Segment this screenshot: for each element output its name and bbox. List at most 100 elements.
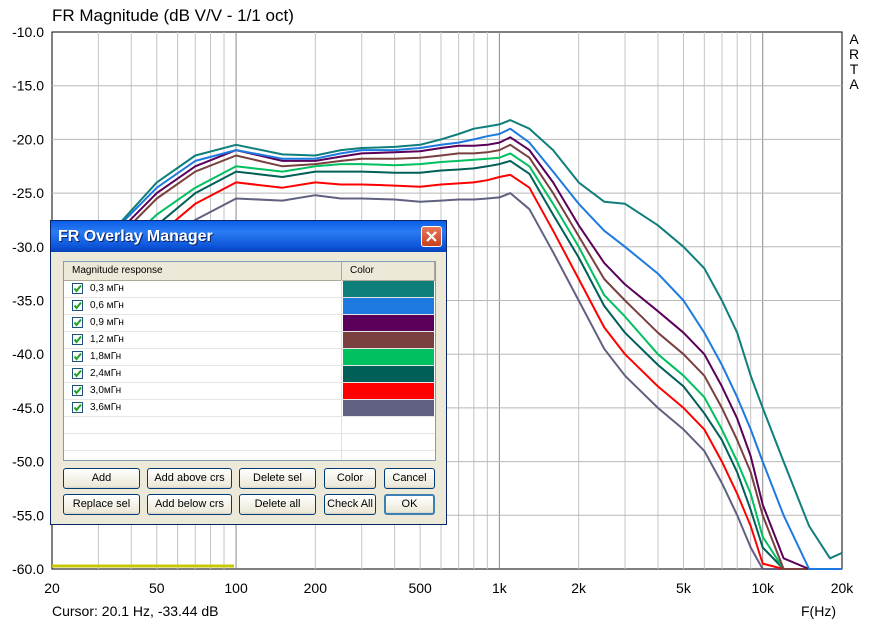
logo-letter: A <box>849 31 859 47</box>
empty-row <box>64 417 435 434</box>
list-header: Magnitude response Color <box>64 262 435 281</box>
column-header-magnitude[interactable]: Magnitude response <box>64 262 342 280</box>
close-icon <box>426 231 437 242</box>
y-tick-label: -15.0 <box>12 78 44 94</box>
list-item[interactable]: 1,2 мГн <box>64 332 435 349</box>
overlay-checkbox[interactable] <box>72 368 83 379</box>
overlay-checkbox[interactable] <box>72 300 83 311</box>
overlay-label: 3,6мГн <box>90 402 122 413</box>
logo-letter: T <box>849 61 859 77</box>
series-line <box>97 159 842 570</box>
color-swatch[interactable] <box>343 315 434 331</box>
y-tick-label: -50.0 <box>12 454 44 470</box>
overlay-checkbox[interactable] <box>72 351 83 362</box>
x-tick-label: 50 <box>149 580 165 596</box>
color-swatch[interactable] <box>343 332 434 348</box>
replace-sel-button[interactable]: Replace sel <box>63 494 140 515</box>
list-item[interactable]: 3,6мГн <box>64 400 435 417</box>
x-tick-label: 20 <box>44 580 60 596</box>
y-tick-label: -10.0 <box>12 24 44 40</box>
x-tick-label: 200 <box>304 580 328 596</box>
overlay-checkbox[interactable] <box>72 402 83 413</box>
checkmark-icon <box>73 352 82 361</box>
chart-title: FR Magnitude (dB V/V - 1/1 oct) <box>52 6 294 25</box>
color-swatch[interactable] <box>343 366 434 382</box>
series-line <box>97 136 842 570</box>
y-tick-label: -55.0 <box>12 507 44 523</box>
color-button[interactable]: Color <box>324 468 376 489</box>
y-tick-label: -45.0 <box>12 400 44 416</box>
close-button[interactable] <box>421 226 442 247</box>
color-swatch[interactable] <box>343 298 434 314</box>
checkmark-icon <box>73 403 82 412</box>
cancel-button[interactable]: Cancel <box>384 468 435 489</box>
y-tick-label: -20.0 <box>12 131 44 147</box>
x-tick-label: 2k <box>571 580 587 596</box>
color-swatch[interactable] <box>343 281 434 297</box>
checkmark-icon <box>73 318 82 327</box>
overlay-label: 3,0мГн <box>90 385 122 396</box>
color-swatch[interactable] <box>343 383 434 399</box>
column-header-color[interactable]: Color <box>342 262 435 280</box>
x-tick-label: 500 <box>408 580 432 596</box>
empty-row <box>64 434 435 451</box>
overlay-checkbox[interactable] <box>72 317 83 328</box>
checkmark-icon <box>73 369 82 378</box>
x-tick-label: 100 <box>224 580 248 596</box>
arta-logo: A R T A <box>848 32 860 92</box>
color-swatch[interactable] <box>343 349 434 365</box>
overlay-checkbox[interactable] <box>72 334 83 345</box>
series-lines <box>97 119 843 570</box>
x-tick-label: 5k <box>676 580 692 596</box>
series-line <box>97 152 842 570</box>
cursor-readout: Cursor: 20.1 Hz, -33.44 dB <box>52 603 219 619</box>
logo-letter: A <box>849 76 859 92</box>
add-above-crs-button[interactable]: Add above crs <box>147 468 232 489</box>
list-item[interactable]: 0,9 мГн <box>64 315 435 332</box>
checkmark-icon <box>73 301 82 310</box>
list-item[interactable]: 2,4мГн <box>64 366 435 383</box>
delete-all-button[interactable]: Delete all <box>239 494 316 515</box>
delete-sel-button[interactable]: Delete sel <box>239 468 316 489</box>
column-divider <box>341 280 342 460</box>
checkmark-icon <box>73 284 82 293</box>
x-tick-label: 20k <box>831 580 855 596</box>
y-tick-label: -60.0 <box>12 561 44 577</box>
overlay-label: 0,6 мГн <box>90 300 124 311</box>
dialog-title: FR Overlay Manager <box>58 228 213 245</box>
add-below-crs-button[interactable]: Add below crs <box>147 494 232 515</box>
logo-letter: R <box>848 46 860 62</box>
series-line <box>97 143 842 570</box>
x-tick-label: 10k <box>751 580 775 596</box>
y-tick-label: -30.0 <box>12 239 44 255</box>
x-tick-label: 1k <box>492 580 508 596</box>
series-line <box>97 192 842 570</box>
overlay-list[interactable]: Magnitude response Color 0,3 мГн 0,6 мГн 0… <box>63 261 436 461</box>
overlay-label: 1,8мГн <box>90 351 122 362</box>
checkmark-icon <box>73 386 82 395</box>
fr-overlay-manager-dialog[interactable]: FR Overlay Manager Magnitude response Co… <box>50 220 447 525</box>
y-tick-label: -25.0 <box>12 185 44 201</box>
x-axis-label: F(Hz) <box>801 603 836 619</box>
color-swatch[interactable] <box>343 400 434 416</box>
overlay-label: 1,2 мГн <box>90 334 124 345</box>
list-item[interactable]: 0,3 мГн <box>64 281 435 298</box>
check-all-button[interactable]: Check All <box>324 494 376 515</box>
overlay-label: 2,4мГн <box>90 368 122 379</box>
series-line <box>97 119 843 560</box>
y-tick-label: -35.0 <box>12 293 44 309</box>
y-tick-label: -40.0 <box>12 346 44 362</box>
checkmark-icon <box>73 335 82 344</box>
list-item[interactable]: 1,8мГн <box>64 349 435 366</box>
add-button[interactable]: Add <box>63 468 140 489</box>
series-line <box>97 173 842 570</box>
list-item[interactable]: 0,6 мГн <box>64 298 435 315</box>
ok-button[interactable]: OK <box>384 494 435 515</box>
overlay-checkbox[interactable] <box>72 283 83 294</box>
series-line <box>97 127 842 570</box>
overlay-checkbox[interactable] <box>72 385 83 396</box>
overlay-label: 0,3 мГн <box>90 283 124 294</box>
list-item[interactable]: 3,0мГн <box>64 383 435 400</box>
dialog-titlebar[interactable]: FR Overlay Manager <box>51 221 446 252</box>
axis-labels: -10.0 -15.0 -20.0 -25.0 -30.0 -35.0 -40.0 -45.0… <box>12 24 854 596</box>
